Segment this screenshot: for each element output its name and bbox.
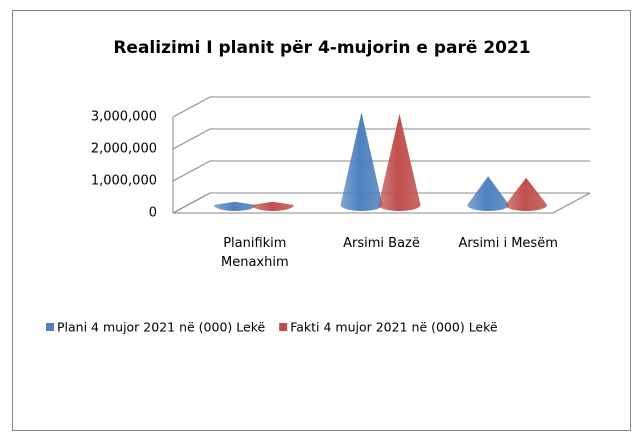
legend-label: Fakti 4 mujor 2021 në (000) Lekë: [290, 320, 498, 335]
grid-line: [172, 192, 590, 214]
cone: [505, 177, 548, 212]
grid-line: [172, 128, 590, 150]
cone: [467, 176, 510, 211]
grid-line: [172, 160, 590, 182]
cone: [213, 201, 256, 211]
y-tick-label: 2,000,000: [91, 142, 157, 157]
x-tick-label: Arsimi Bazë: [343, 236, 420, 251]
chart-title: Realizimi I planit për 4-mujorin e parë …: [113, 38, 530, 58]
grid-line: [172, 96, 590, 118]
legend-swatch: [46, 323, 54, 331]
chart-frame: [12, 10, 631, 431]
cone: [340, 112, 383, 211]
legend-swatch: [279, 323, 288, 331]
cone: [251, 201, 294, 211]
legend-label: Plani 4 mujor 2021 në (000) Lekë: [57, 320, 265, 335]
y-tick-label: 0: [149, 206, 157, 221]
y-tick-label: 1,000,000: [91, 174, 157, 189]
x-tick-label: Planifikim Menaxhim: [221, 236, 289, 270]
y-tick-label: 3,000,000: [91, 110, 157, 125]
x-tick-label: Arsimi i Mesëm: [458, 236, 558, 251]
cone: [378, 113, 421, 211]
